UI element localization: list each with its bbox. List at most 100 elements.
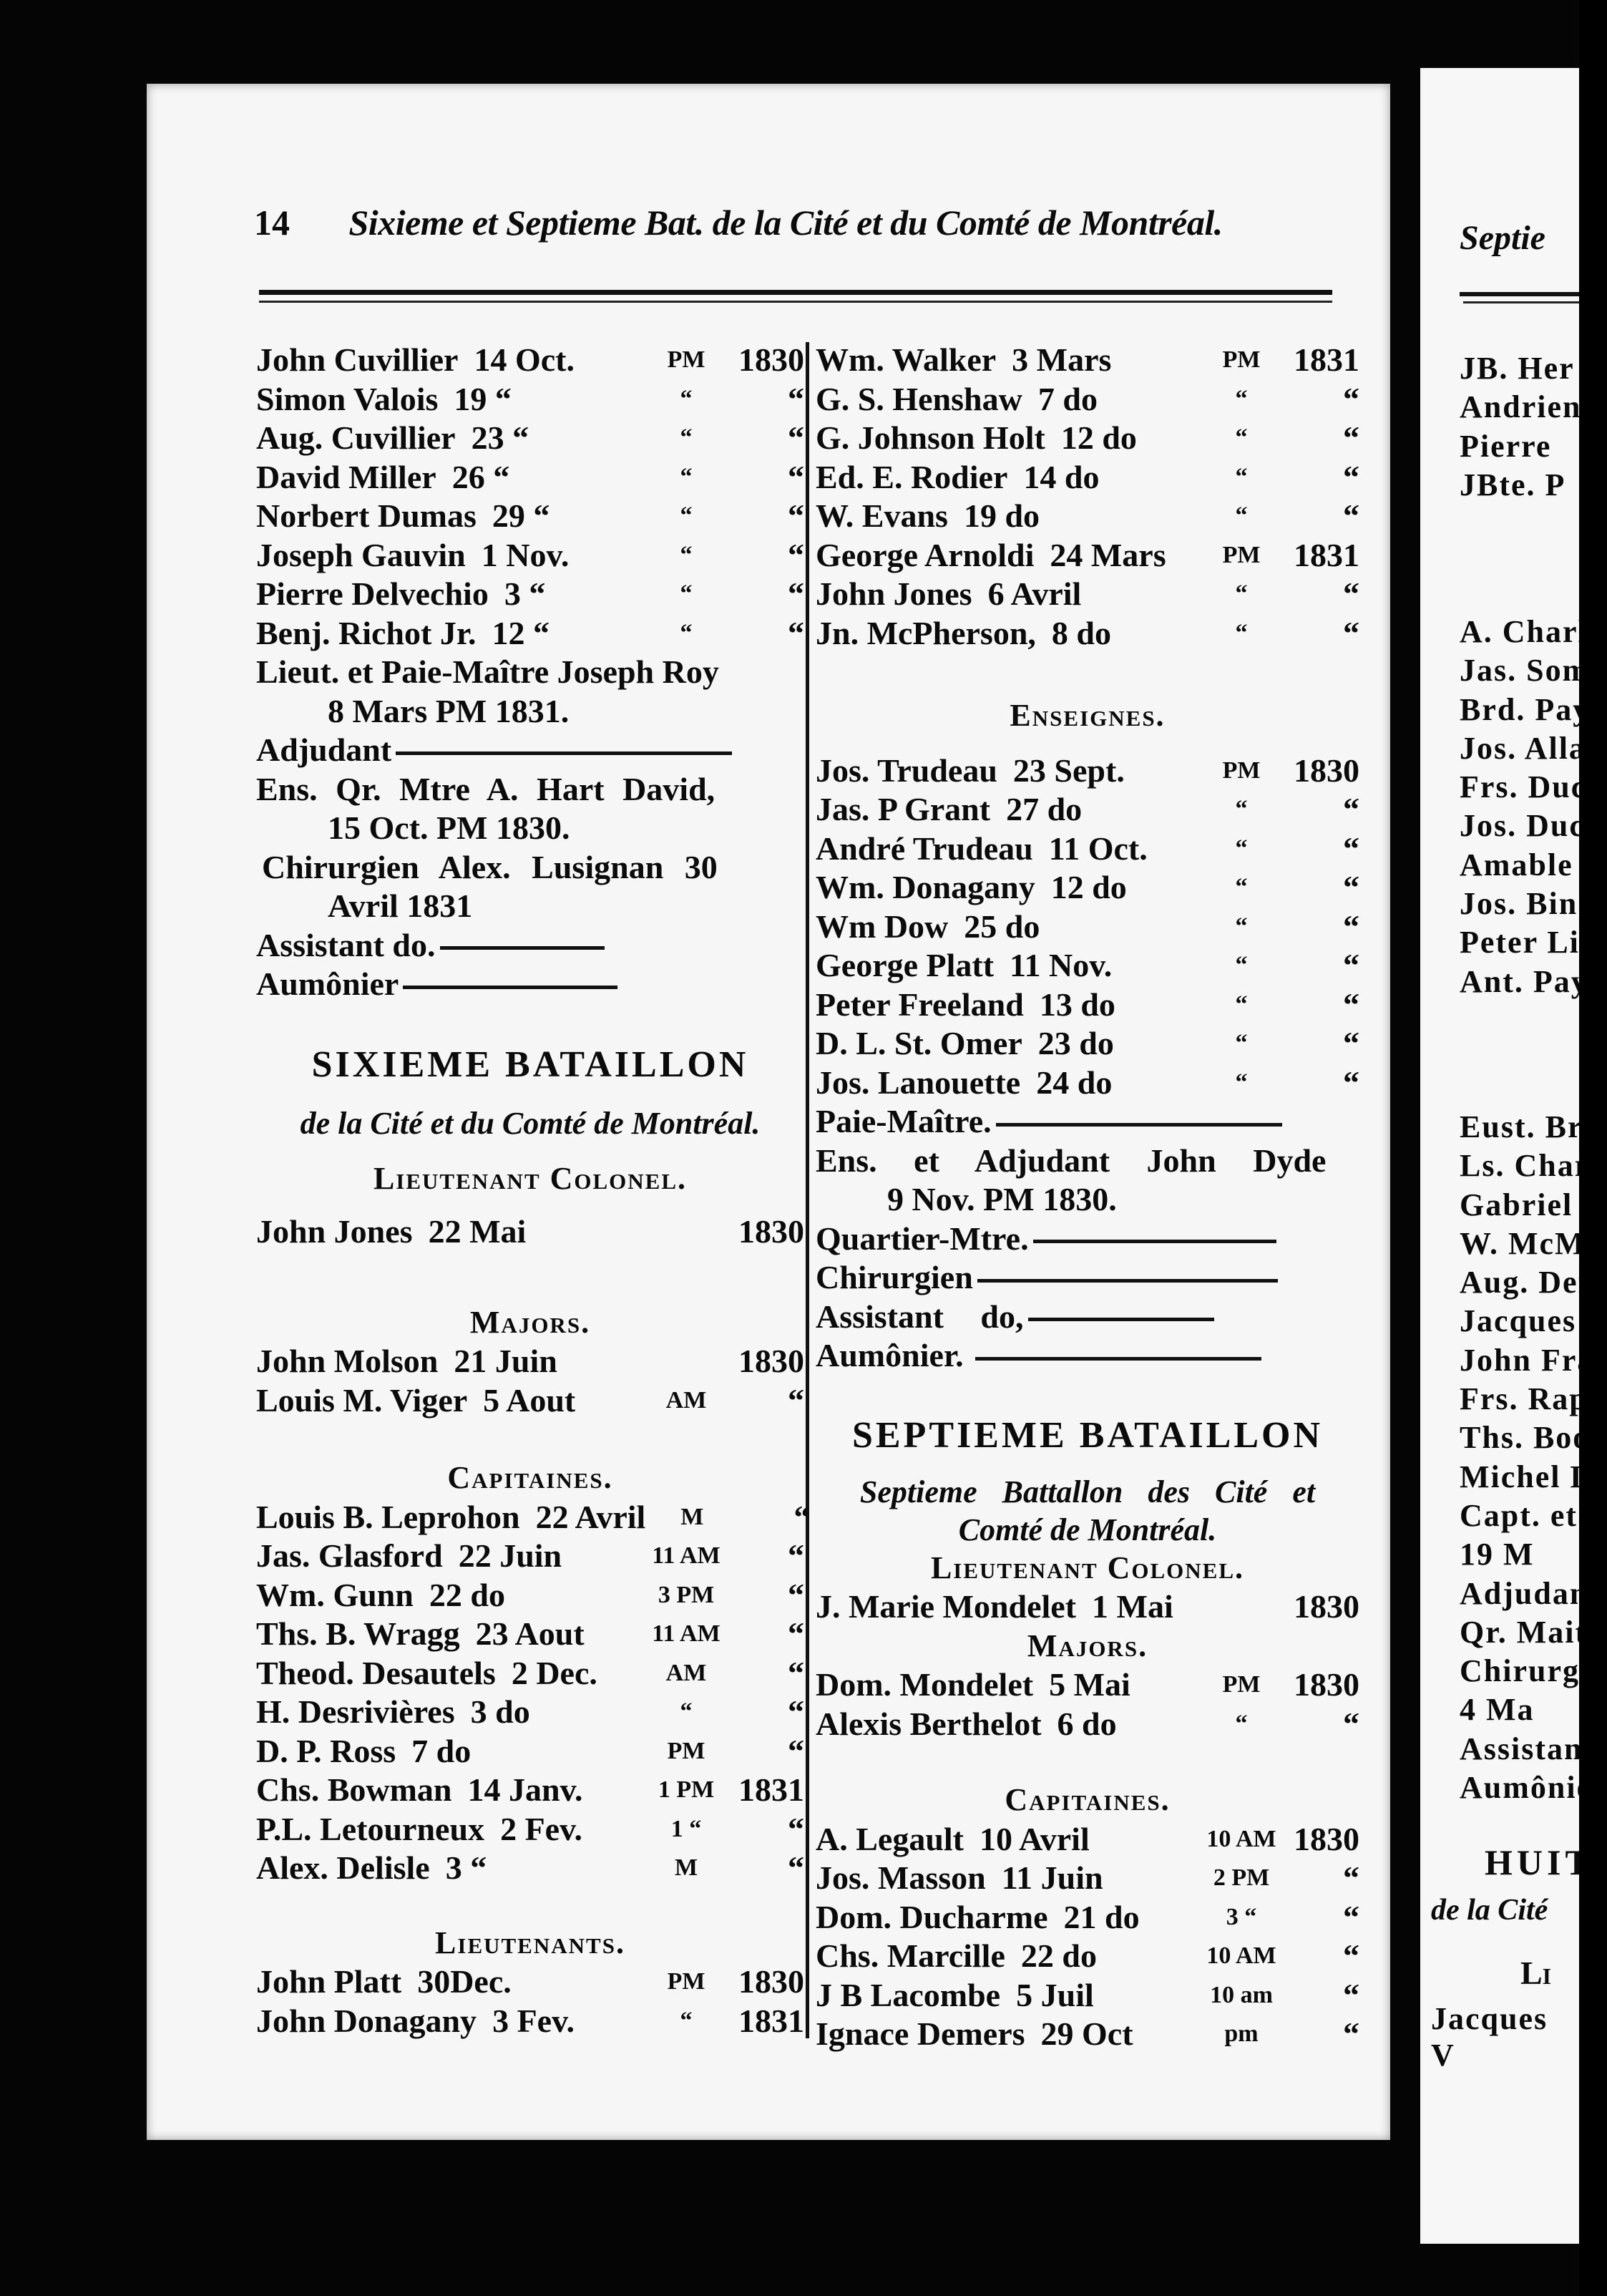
commission-year: 1831 [1294,536,1359,573]
facing-list-line: Assistant [1460,1731,1579,1766]
commission-year: “ [1343,986,1359,1023]
quartermaster-line: Ens. Qr. Mtre A. Hart David, [256,770,715,807]
commission-date: 25 do [964,908,1040,945]
commission-time: “ [1235,952,1248,978]
commission-date: 23 Sept. [1012,751,1125,789]
commission-year: “ [788,419,804,456]
officer-name: George Arnoldi [816,536,1035,573]
commission-date: 21 Juin [454,1343,557,1379]
commission-date: 1 Nov. [481,536,570,573]
commission-time: “ [680,385,693,412]
running-head-title: Sixieme et Septieme Bat. de la Cité et d… [348,203,1223,243]
officer-row: H. Desrivières 3 do “ “ [256,1693,804,1732]
officer-name: John Platt [256,1963,402,2000]
commission-time: 1 “ [670,1815,702,1842]
officer-name: D. P. Ross [256,1732,396,1769]
officer-name: J. Marie Mondelet [816,1588,1077,1625]
facing-list-line: Gabriel V [1460,1187,1579,1222]
facing-list-line: Aumônier. [1460,1770,1579,1806]
officer-name: George Platt [816,947,995,983]
commission-year: “ [788,1654,804,1691]
officer-name: Jos. Masson [816,1859,986,1896]
commission-year: “ [788,380,804,417]
commission-date: 14 Janv. [467,1771,583,1808]
commission-year: “ [1343,380,1359,417]
commission-date: 3 do [470,1693,530,1730]
commission-time [640,1342,733,1381]
commission-time: “ [1235,991,1248,1018]
officer-row: G. Johnson Holt 12 do “ “ [816,419,1359,458]
commission-date: 5 Juil [1016,1976,1094,2013]
facing-list-line: JBte. P [1460,467,1566,502]
commission-year: “ [788,1615,804,1652]
commission-date: 14 do [1023,458,1100,495]
facing-list-line: W. McMa [1460,1225,1579,1261]
facing-list-line: Frs. Duc [1460,769,1579,805]
commission-date: 12 “ [492,614,550,651]
officer-row: Alex. Delisle 3 “ M “ [256,1849,804,1888]
commission-year: “ [1343,791,1359,827]
commission-time: 11 AM [652,1542,721,1569]
captains-heading: Capitaines. [447,1460,613,1495]
commission-date: 14 Oct. [474,341,575,378]
officer-name: Jos. Trudeau [816,751,997,789]
commission-year: “ [788,1693,804,1730]
facing-list-line: John Fras [1460,1342,1579,1378]
commission-time: PM [1222,346,1261,373]
commission-time: PM [667,1737,705,1764]
commission-time: “ [1235,463,1248,490]
commission-time: M [680,1503,704,1530]
officer-name: Jas. P Grant [816,791,991,827]
officer-name: Theod. Desautels [256,1654,496,1691]
facing-list-line: Amable [1460,847,1573,882]
commission-year: “ [1343,830,1359,867]
commission-year: “ [1343,947,1359,983]
lt-colonel-list: John Jones 22 Mai 1830 [256,1212,804,1252]
chaplain-label: Aumônier [256,965,399,1002]
officer-name: Peter Freeland [816,986,1024,1023]
facing-list-line: Peter Li [1460,925,1579,960]
officer-row: George Arnoldi 24 Mars PM 1831 [816,536,1359,575]
officer-name: Dom. Mondelet [816,1666,1034,1703]
officer-row: Ths. B. Wragg 23 Aout 11 AM “ [256,1615,804,1654]
facing-list-line: JB. Her [1460,351,1575,386]
commission-date: 3 Fev. [492,2002,575,2039]
officer-row: John Donagany 3 Fev. “ 1831 [256,2002,804,2041]
commission-date: 8 do [1051,614,1112,651]
commission-time: PM [1222,757,1261,784]
commission-year: “ [788,536,804,573]
scanned-page-left [147,84,1390,2140]
facing-sc-heading: Li [1520,1955,1552,1991]
facing-list-line: Eust. Bru [1460,1109,1579,1144]
commission-date: 22 Avril [535,1498,646,1535]
commission-date: 6 do [1057,1705,1117,1742]
officer-name: Chs. Marcille [816,1937,1005,1974]
chaplain-label: Aumônier. [816,1337,964,1373]
commission-year: “ [788,1537,804,1574]
blank-dash [975,1356,1261,1361]
blank-dash [403,985,618,989]
facing-heading: HUITI [1485,1842,1579,1882]
blank-dash [396,751,733,755]
officer-row: Norbert Dumas 29 “ “ “ [256,497,804,536]
blank-dash [1027,1318,1214,1322]
commission-time: “ [680,1698,693,1725]
officer-row: André Trudeau 11 Oct. “ “ [816,830,1359,869]
facing-list-line: Chirurgien [1460,1653,1579,1689]
commission-time: “ [1235,913,1248,940]
assistant-surgeon-line: Assistant do, [816,1298,1359,1337]
facing-list-line: Ths. Boot [1460,1420,1579,1456]
adjutant-line: Ens. et Adjudant John Dyde [816,1142,1327,1179]
officer-name: Ths. B. Wragg [256,1615,460,1652]
commission-date: 3 “ [445,1849,487,1886]
commission-date: 1 Mai [1092,1588,1173,1625]
commission-time: “ [680,580,693,607]
commission-date: 22 do [1020,1937,1097,1974]
officer-name: Ed. E. Rodier [816,458,1008,495]
commission-time: PM [1222,541,1261,568]
officer-row: George Platt 11 Nov. “ “ [816,946,1359,986]
facing-header-rule [1460,292,1579,296]
officer-row: Benj. Richot Jr. 12 “ “ “ [256,614,804,653]
facing-list-line: Ls. Charb [1460,1148,1579,1184]
officer-name: Simon Valois [256,380,439,417]
